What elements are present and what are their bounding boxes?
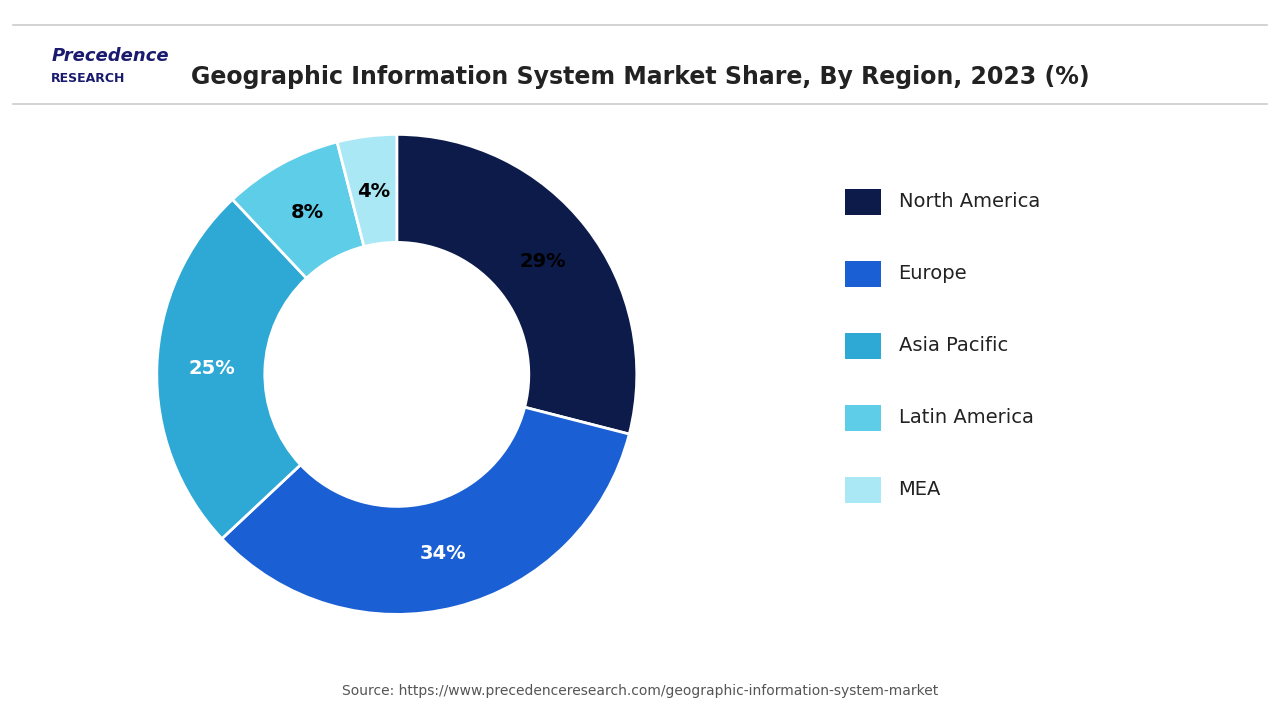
Text: Asia Pacific: Asia Pacific [899, 336, 1007, 355]
Wedge shape [157, 199, 306, 539]
Wedge shape [233, 142, 364, 278]
Text: 8%: 8% [292, 203, 324, 222]
Text: 34%: 34% [420, 544, 466, 563]
Text: Geographic Information System Market Share, By Region, 2023 (%): Geographic Information System Market Sha… [191, 65, 1089, 89]
Text: 4%: 4% [357, 181, 390, 201]
Text: Source: https://www.precedenceresearch.com/geographic-information-system-market: Source: https://www.precedenceresearch.c… [342, 685, 938, 698]
Wedge shape [337, 135, 397, 246]
Wedge shape [397, 135, 636, 434]
Text: Latin America: Latin America [899, 408, 1033, 427]
Text: 29%: 29% [520, 251, 566, 271]
Text: 25%: 25% [188, 359, 236, 378]
Text: Europe: Europe [899, 264, 968, 283]
Text: North America: North America [899, 192, 1039, 211]
Text: RESEARCH: RESEARCH [51, 72, 125, 85]
Wedge shape [221, 408, 630, 614]
Text: Precedence: Precedence [51, 47, 169, 65]
Text: MEA: MEA [899, 480, 941, 499]
